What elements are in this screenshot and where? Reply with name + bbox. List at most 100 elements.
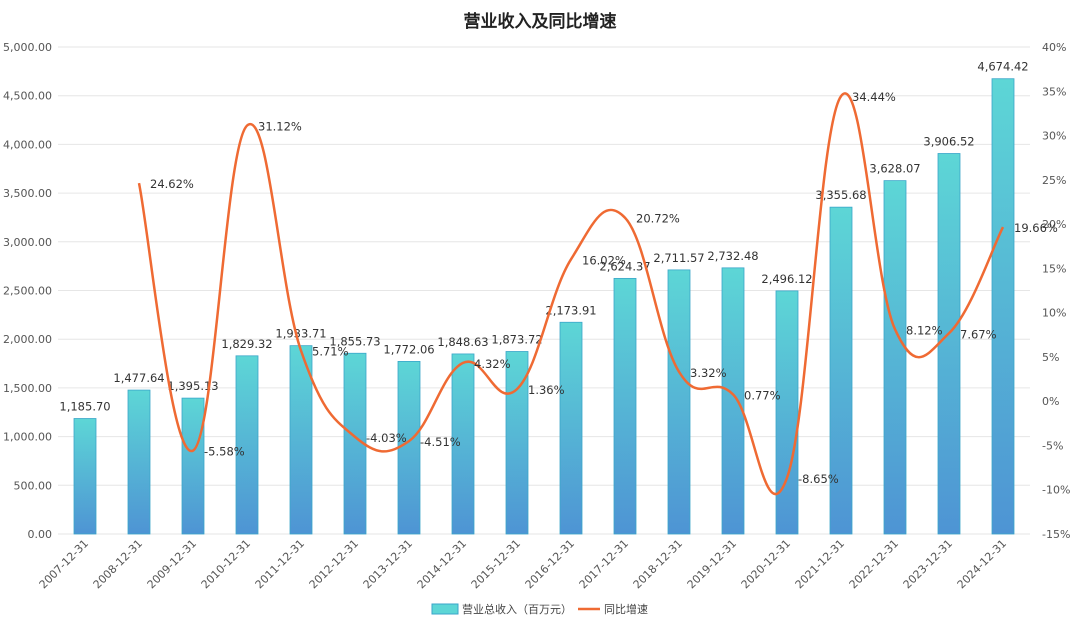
growth-line bbox=[137, 92, 1005, 496]
left-axis-tick-label: 2,000.00 bbox=[3, 333, 52, 346]
revenue-bar bbox=[397, 361, 421, 535]
right-axis-tick-label: 15% bbox=[1042, 262, 1066, 275]
growth-line-label: 3.32% bbox=[690, 366, 727, 380]
revenue-bar-label: 1,855.73 bbox=[329, 334, 380, 348]
revenue-bar bbox=[505, 351, 529, 535]
legend[interactable]: 营业总收入（百万元） 同比增速 bbox=[431, 602, 648, 616]
growth-line-label: -8.65% bbox=[798, 472, 839, 486]
x-axis-tick-label: 2022-12-31 bbox=[847, 537, 901, 591]
growth-line-label: -4.03% bbox=[366, 431, 407, 445]
growth-line-label: 19.66% bbox=[1014, 221, 1058, 235]
revenue-bar bbox=[127, 389, 151, 535]
left-axis-tick-label: 0.00 bbox=[28, 528, 53, 541]
growth-line-label: -5.58% bbox=[204, 445, 245, 459]
growth-line-layer bbox=[137, 92, 1005, 496]
revenue-bar bbox=[937, 153, 961, 535]
left-axis-ticks: 0.00 500.00 1,000.00 1,500.00 2,000.00 2,500.… bbox=[3, 41, 52, 541]
growth-line-labels: 24.62% -5.58% 31.12% 5.71% -4.03% -4.51% 4.32%… bbox=[150, 90, 1058, 486]
growth-line-label: 8.12% bbox=[906, 323, 943, 337]
revenue-bar-label: 2,711.57 bbox=[653, 251, 704, 265]
revenue-bar bbox=[235, 355, 259, 535]
growth-line-label: 34.44% bbox=[852, 90, 896, 104]
revenue-bar-label: 1,829.32 bbox=[221, 337, 272, 351]
legend-growth-label: 同比增速 bbox=[604, 602, 648, 616]
left-axis-tick-label: 2,500.00 bbox=[3, 285, 52, 298]
revenue-bar bbox=[721, 267, 745, 535]
growth-line-label: 16.02% bbox=[582, 253, 626, 267]
left-axis-tick-label: 500.00 bbox=[14, 479, 53, 492]
left-axis-tick-label: 4,500.00 bbox=[3, 90, 52, 103]
x-axis-tick-label: 2011-12-31 bbox=[253, 537, 307, 591]
right-axis-tick-label: 25% bbox=[1042, 174, 1066, 187]
x-axis-tick-label: 2018-12-31 bbox=[631, 537, 685, 591]
revenue-bar bbox=[775, 290, 799, 535]
x-axis-tick-label: 2016-12-31 bbox=[523, 537, 577, 591]
revenue-bar-label: 3,628.07 bbox=[869, 162, 920, 176]
growth-line-label: 7.67% bbox=[960, 327, 997, 341]
left-axis-tick-label: 3,500.00 bbox=[3, 187, 52, 200]
x-axis-tick-label: 2017-12-31 bbox=[577, 537, 631, 591]
right-axis-ticks: -15% -10% -5% 0% 5% 10% 15% 20% 25% 30% 35% 40% bbox=[1042, 41, 1070, 541]
x-axis-tick-label: 2007-12-31 bbox=[37, 537, 91, 591]
legend-revenue-swatch bbox=[431, 603, 459, 615]
revenue-bar-label: 3,355.68 bbox=[815, 188, 866, 202]
revenue-bar bbox=[451, 353, 475, 535]
x-axis-tick-label: 2015-12-31 bbox=[469, 537, 523, 591]
revenue-bar-label: 1,185.70 bbox=[59, 400, 110, 414]
revenue-bar-label: 3,906.52 bbox=[923, 135, 974, 149]
revenue-bar-labels: 1,185.70 1,477.641,395.13 1,829.321,933.71… bbox=[59, 60, 1028, 414]
right-axis-tick-label: 35% bbox=[1042, 85, 1066, 98]
right-axis-tick-label: 0% bbox=[1042, 395, 1059, 408]
x-axis-tick-label: 2014-12-31 bbox=[415, 537, 469, 591]
growth-line-label: 0.77% bbox=[744, 388, 781, 402]
revenue-bar bbox=[289, 345, 313, 535]
x-axis-tick-label: 2009-12-31 bbox=[145, 537, 199, 591]
x-axis-tick-label: 2020-12-31 bbox=[739, 537, 793, 591]
revenue-bar-label: 1,873.72 bbox=[491, 332, 542, 346]
growth-line-label: 20.72% bbox=[636, 212, 680, 226]
growth-line-label: 5.71% bbox=[312, 345, 349, 359]
left-axis-tick-label: 1,500.00 bbox=[3, 382, 52, 395]
revenue-bar-label: 1,772.06 bbox=[383, 342, 434, 356]
right-axis-tick-label: -15% bbox=[1042, 528, 1070, 541]
growth-line-label: -4.51% bbox=[420, 435, 461, 449]
revenue-bar-label: 4,674.42 bbox=[977, 60, 1028, 74]
growth-line-label: 4.32% bbox=[474, 357, 511, 371]
left-axis-tick-label: 3,000.00 bbox=[3, 236, 52, 249]
x-axis-tick-label: 2012-12-31 bbox=[307, 537, 361, 591]
revenue-bar-label: 1,848.63 bbox=[437, 335, 488, 349]
revenue-bar-label: 2,732.48 bbox=[707, 249, 758, 263]
growth-line-label: 31.12% bbox=[258, 120, 302, 134]
right-axis-tick-label: 10% bbox=[1042, 307, 1066, 320]
right-axis-tick-label: 30% bbox=[1042, 130, 1066, 143]
right-axis-tick-label: -10% bbox=[1042, 484, 1070, 497]
right-axis-tick-label: 40% bbox=[1042, 41, 1066, 54]
revenue-bar-label: 2,173.91 bbox=[545, 303, 596, 317]
revenue-bars bbox=[73, 78, 1015, 535]
revenue-bar-label: 1,933.71 bbox=[275, 327, 326, 341]
revenue-bar bbox=[883, 180, 907, 535]
revenue-bar-label: 1,477.64 bbox=[113, 371, 164, 385]
legend-revenue-label: 营业总收入（百万元） bbox=[462, 602, 572, 616]
revenue-bar bbox=[559, 321, 583, 535]
right-axis-tick-label: 5% bbox=[1042, 351, 1059, 364]
revenue-bar-label: 2,496.12 bbox=[761, 272, 812, 286]
revenue-bar bbox=[667, 269, 691, 535]
revenue-bar bbox=[181, 397, 205, 535]
revenue-bar-label: 2,624.37 bbox=[599, 259, 650, 273]
chart-title: 营业收入及同比增速 bbox=[464, 11, 617, 32]
growth-line-label: 1.36% bbox=[528, 383, 565, 397]
revenue-bar-label: 1,395.13 bbox=[167, 379, 218, 393]
right-axis-tick-label: 20% bbox=[1042, 218, 1066, 231]
x-axis-tick-label: 2010-12-31 bbox=[199, 537, 253, 591]
growth-line-label: 24.62% bbox=[150, 177, 194, 191]
revenue-bar bbox=[613, 277, 637, 535]
x-axis-tick-label: 2013-12-31 bbox=[361, 537, 415, 591]
right-axis-tick-label: -5% bbox=[1042, 439, 1063, 452]
x-axis-tick-label: 2024-12-31 bbox=[955, 537, 1009, 591]
revenue-bar bbox=[73, 418, 97, 535]
x-axis-tick-label: 2021-12-31 bbox=[793, 537, 847, 591]
left-axis-tick-label: 5,000.00 bbox=[3, 41, 52, 54]
